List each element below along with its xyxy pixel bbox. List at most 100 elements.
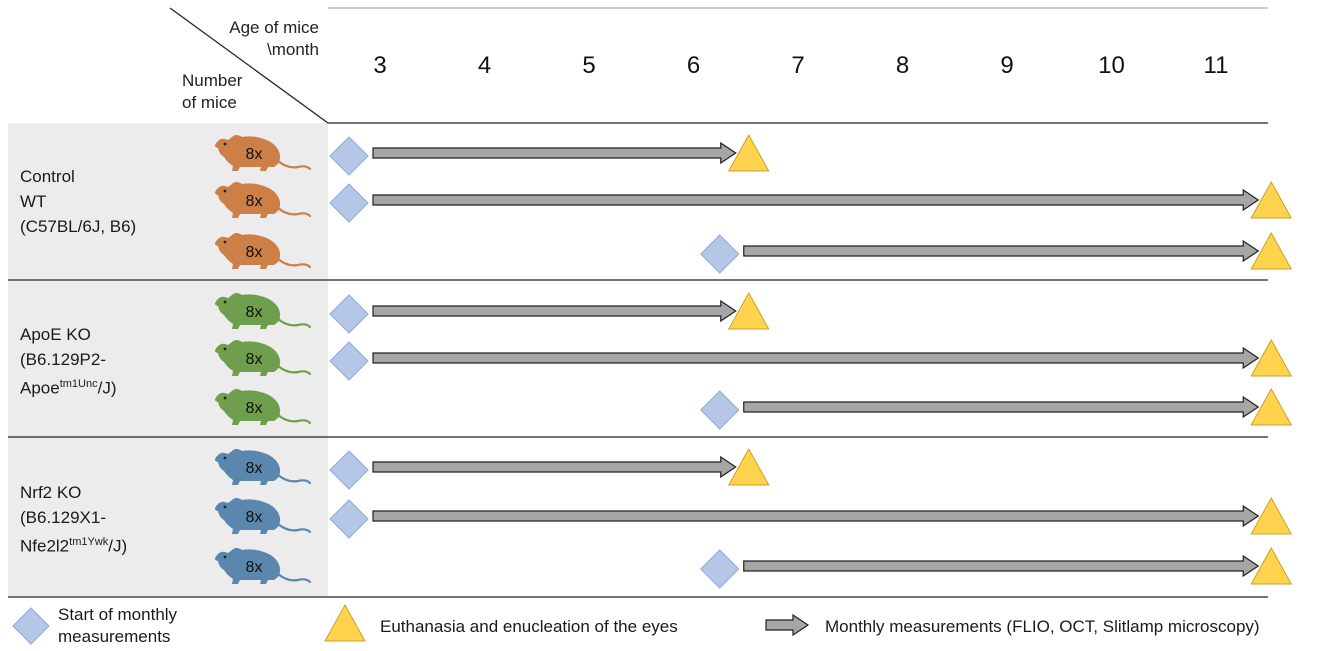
mouse-body (215, 182, 281, 218)
monthly-measurement-arrow (743, 554, 1260, 578)
month-tick-label: 3 (373, 52, 387, 79)
euthanasia-triangle-marker (727, 133, 770, 172)
mouse-body (215, 135, 281, 171)
group-label-line: (C57BL/6J, B6) (20, 217, 137, 236)
group-label-line: Apoetm1Unc/J) (20, 372, 117, 401)
mouse-body (215, 498, 281, 534)
number-label-line2: of mice (182, 93, 237, 112)
monthly-measurement-arrow (372, 141, 737, 165)
euthanasia-triangle-marker (1250, 496, 1293, 535)
mouse-tail (276, 413, 312, 425)
mouse-icon: 8x (215, 389, 312, 425)
header-diagonal-line (169, 7, 329, 124)
mouse-icon: 8x (215, 498, 312, 534)
start-diamond-marker (329, 499, 369, 539)
month-tick-label: 5 (582, 52, 596, 79)
euthanasia-triangle-marker (1250, 180, 1293, 219)
legend-monthly-text: Monthly measurements (FLIO, OCT, Slitlam… (825, 617, 1260, 636)
mouse-tail (276, 257, 312, 269)
month-tick-label: 10 (1098, 52, 1125, 79)
mouse-tail (276, 159, 312, 171)
legend-start-text: Start of monthly measurements (58, 604, 177, 648)
mouse-icon: 8x (215, 449, 312, 485)
mouse-body (215, 293, 281, 329)
month-tick-label: 11 (1203, 52, 1229, 79)
monthly-measurement-arrow (372, 455, 737, 479)
mouse-count-label: 8x (246, 193, 263, 210)
euthanasia-triangle-marker (1250, 387, 1293, 426)
mouse-eye (223, 555, 227, 559)
group-label-nrf2: Nrf2 KO (B6.129X1- Nfe2l2tm1Ywk/J) (20, 480, 127, 559)
euthanasia-triangle-marker (727, 447, 770, 486)
group-label-line: Nfe2l2tm1Ywk/J) (20, 530, 127, 559)
month-tick-label: 8 (895, 52, 910, 79)
mouse-icon: 8x (215, 135, 312, 171)
strain-name: Apoe (20, 378, 60, 398)
group-label-line: ApoE KO (20, 325, 91, 344)
monthly-measurement-arrow (372, 504, 1260, 528)
start-diamond-marker (329, 136, 369, 176)
age-label-line2: \month (267, 40, 319, 59)
start-diamond-marker (700, 390, 740, 430)
month-tick-label: 9 (1000, 52, 1014, 79)
legend-start-line1: Start of monthly (58, 605, 178, 624)
group-label-line: Control (20, 167, 75, 186)
mouse-count-label: 8x (246, 244, 263, 261)
mouse-count-label: 8x (246, 304, 263, 321)
month-tick-label: 7 (791, 52, 805, 79)
mouse-eye (223, 396, 227, 400)
strain-superscript: tm1Ywk (69, 536, 109, 548)
euthanasia-triangle-marker (727, 291, 770, 330)
legend-triangle-icon (324, 603, 366, 642)
euthanasia-triangle-marker (1250, 338, 1293, 377)
mouse-eye (223, 189, 227, 193)
number-label: Number of mice (182, 70, 242, 114)
mouse-body (215, 449, 281, 485)
monthly-measurement-arrow (743, 395, 1260, 419)
month-tick-label: 4 (477, 52, 492, 79)
group-label-line: Nrf2 KO (20, 483, 82, 502)
mouse-eye (223, 347, 227, 351)
mouse-icon: 8x (215, 182, 312, 218)
mouse-eye (223, 142, 227, 146)
monthly-measurement-arrow (372, 188, 1260, 212)
strain-suffix: /J) (108, 536, 128, 556)
mouse-count-label: 8x (246, 400, 263, 417)
mouse-count-label: 8x (246, 559, 263, 576)
mouse-icon: 8x (215, 340, 312, 376)
strain-name: Nfe2l2 (20, 536, 70, 556)
start-diamond-marker (329, 294, 369, 334)
mouse-tail (276, 473, 312, 485)
mouse-count-label: 8x (246, 351, 263, 368)
mouse-count-label: 8x (246, 460, 263, 477)
mouse-tail (276, 364, 312, 376)
mouse-icon: 8x (215, 548, 312, 584)
monthly-measurement-arrow (372, 346, 1260, 370)
start-diamond-marker (700, 234, 740, 274)
legend-start-line2: measurements (58, 627, 171, 646)
start-diamond-marker (329, 183, 369, 223)
start-diamond-marker (700, 549, 740, 589)
mouse-body (215, 548, 281, 584)
mouse-tail (276, 206, 312, 218)
mouse-body (215, 389, 281, 425)
mouse-tail (276, 522, 312, 534)
mouse-count-label: 8x (246, 146, 263, 163)
age-label-line1: Age of mice (229, 18, 319, 37)
mouse-tail (276, 317, 312, 329)
mouse-icon: 8x (215, 233, 312, 269)
mouse-tail (276, 572, 312, 584)
strain-superscript: tm1Unc (59, 378, 98, 390)
legend-diamond-icon (12, 607, 50, 645)
month-tick-label: 6 (686, 52, 701, 79)
group-label-wt: Control WT (C57BL/6J, B6) (20, 164, 136, 239)
mouse-icon: 8x (215, 293, 312, 329)
legend-euthanasia-text: Euthanasia and enucleation of the eyes (380, 617, 678, 636)
group-label-line: (B6.129X1- (20, 508, 106, 527)
euthanasia-triangle-marker (1250, 231, 1293, 270)
mouse-body (215, 233, 281, 269)
euthanasia-triangle-marker (1250, 546, 1293, 585)
group-label-apoe: ApoE KO (B6.129P2- Apoetm1Unc/J) (20, 322, 117, 401)
